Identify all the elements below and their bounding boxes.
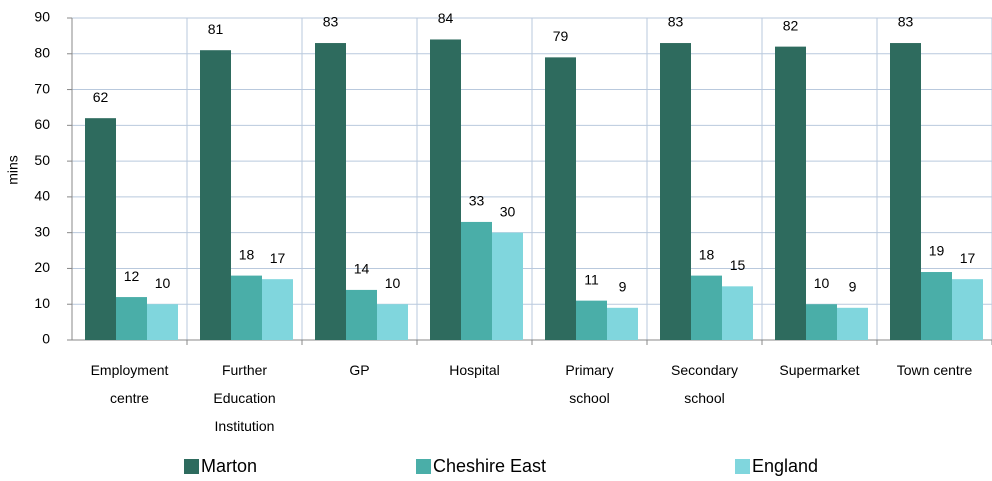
- legend-swatch: [735, 459, 750, 474]
- y-tick-label: 60: [34, 116, 50, 132]
- bar: [200, 50, 231, 340]
- bar: [461, 221, 492, 340]
- bar: [545, 57, 576, 340]
- data-label: 9: [619, 279, 627, 295]
- data-label: 10: [385, 275, 401, 291]
- bar: [430, 39, 461, 340]
- data-label: 11: [584, 271, 599, 287]
- y-tick-label: 80: [34, 44, 50, 60]
- y-tick-label: 70: [34, 80, 50, 96]
- data-label: 84: [438, 10, 454, 26]
- bar: [890, 43, 921, 341]
- x-tick-label: Secondary school: [671, 362, 738, 406]
- data-label: 10: [814, 275, 830, 291]
- y-tick-label: 0: [42, 331, 50, 347]
- x-tick-label: GP: [349, 362, 370, 378]
- bar: [231, 275, 262, 340]
- y-axis-label: mins: [5, 155, 21, 185]
- data-label: 82: [783, 17, 799, 33]
- bar: [775, 46, 806, 340]
- y-tick-label: 40: [34, 188, 50, 204]
- data-label: 62: [93, 89, 109, 105]
- bar: [576, 300, 607, 340]
- bar: [492, 232, 523, 340]
- legend-item: England: [735, 456, 818, 477]
- bar: [262, 279, 293, 340]
- data-label: 17: [960, 250, 976, 266]
- legend-item: Cheshire East: [416, 456, 546, 477]
- data-label: 18: [699, 246, 715, 262]
- data-label: 14: [354, 261, 370, 277]
- data-label: 17: [270, 250, 286, 266]
- bar: [116, 297, 147, 340]
- data-label: 9: [849, 279, 857, 295]
- legend-label: Marton: [201, 456, 258, 476]
- legend-swatch: [184, 459, 199, 474]
- bar: [722, 286, 753, 340]
- data-label: 15: [730, 257, 746, 273]
- data-label: 19: [929, 243, 945, 259]
- x-tick-label: Supermarket: [779, 362, 860, 378]
- data-label: 79: [553, 28, 569, 44]
- y-tick-label: 90: [34, 9, 50, 25]
- data-label: 30: [500, 203, 516, 219]
- bar: [952, 279, 983, 340]
- y-tick-label: 30: [34, 223, 50, 239]
- data-label: 18: [239, 246, 255, 262]
- bar: [346, 289, 377, 340]
- x-tick-label: Primary school: [565, 362, 614, 406]
- legend-swatch: [416, 459, 431, 474]
- bar: [377, 304, 408, 340]
- x-tick-label: Town centre: [896, 362, 973, 378]
- legend-item: Marton: [184, 456, 257, 477]
- data-label: 83: [323, 14, 339, 30]
- bar: [660, 43, 691, 341]
- x-tick-label: Further Education Institution: [213, 362, 276, 434]
- bar: [806, 304, 837, 340]
- bar: [147, 304, 178, 340]
- bar: [85, 118, 116, 340]
- data-label: 83: [898, 14, 914, 30]
- bar: [607, 307, 638, 340]
- bar: [691, 275, 722, 340]
- bar: [837, 307, 868, 340]
- bar: [921, 272, 952, 340]
- y-tick-label: 20: [34, 259, 50, 275]
- x-tick-label: Employment centre: [90, 362, 169, 406]
- y-tick-label: 10: [34, 295, 50, 311]
- data-label: 83: [668, 14, 684, 30]
- bar: [315, 43, 346, 341]
- legend-label: England: [752, 456, 819, 476]
- data-label: 81: [208, 21, 224, 37]
- data-label: 12: [124, 268, 140, 284]
- y-tick-label: 50: [34, 152, 50, 168]
- legend-label: Cheshire East: [433, 456, 547, 476]
- x-tick-label: Hospital: [449, 362, 500, 378]
- data-label: 10: [155, 275, 171, 291]
- data-label: 33: [469, 193, 485, 209]
